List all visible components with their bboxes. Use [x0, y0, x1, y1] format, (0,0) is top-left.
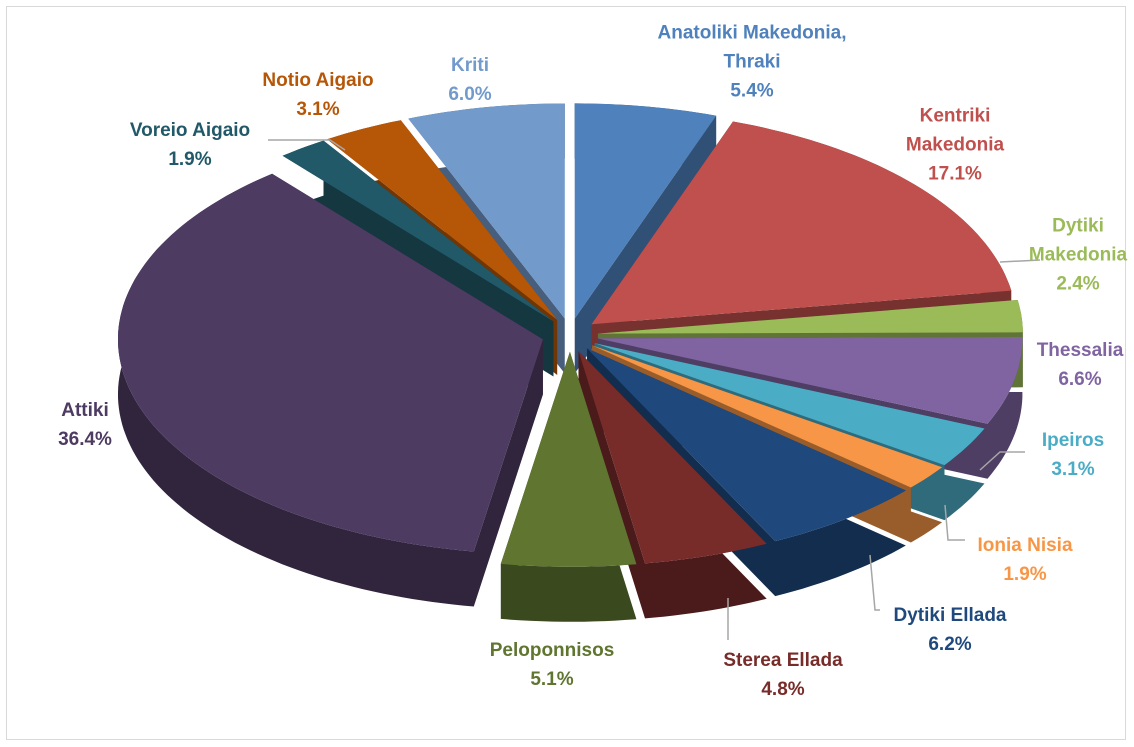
slice [578, 351, 767, 564]
category-name: Ionia Nisia [977, 535, 1073, 556]
category-name: Sterea Ellada [723, 650, 843, 671]
data-label: Kentriki Makedonia 17.1% [885, 102, 1025, 189]
data-label: Voreio Aigaio 1.9% [130, 116, 250, 174]
category-name: Kentriki Makedonia [905, 105, 1005, 156]
data-label: Sterea Ellada 4.8% [723, 646, 842, 704]
chart-frame [6, 6, 1126, 740]
slice [597, 300, 1023, 334]
value-label: 36.4% [58, 429, 112, 450]
category-name: Attiki [61, 400, 109, 421]
value-label: 1.9% [168, 149, 212, 170]
slice [408, 103, 565, 319]
data-label: Ipeiros 3.1% [1042, 426, 1104, 484]
category-name: Ipeiros [1041, 430, 1105, 451]
value-label: 5.1% [530, 669, 574, 690]
slice [500, 351, 637, 567]
data-label: Thessalia 6.6% [1037, 336, 1124, 394]
slice [574, 103, 717, 319]
category-name: Anatoliki Makedonia, Thraki [657, 22, 847, 73]
category-name: Voreio Aigaio [129, 120, 251, 141]
value-label: 3.1% [296, 99, 340, 120]
slice [587, 348, 906, 542]
data-label: Attiki 36.4% [58, 396, 112, 454]
category-name: Peloponnisos [489, 640, 615, 661]
value-label: 6.2% [928, 634, 972, 655]
value-label: 5.4% [730, 80, 774, 102]
category-name: Dytiki Ellada [893, 605, 1007, 626]
value-label: 2.4% [1056, 273, 1100, 295]
slice [591, 121, 1012, 325]
category-name: Thessalia [1036, 340, 1124, 361]
value-label: 3.1% [1051, 459, 1095, 480]
slice [594, 343, 985, 466]
slice [327, 120, 558, 321]
slice [118, 173, 543, 552]
slice [592, 345, 943, 488]
category-name: Dytiki Makedonia [1028, 215, 1128, 266]
value-label: 6.0% [448, 84, 492, 105]
data-label: Ionia Nisia 1.9% [977, 531, 1072, 589]
data-label: Dytiki Ellada 6.2% [894, 601, 1007, 659]
data-label: Dytiki Makedonia 2.4% [1013, 212, 1134, 299]
slice [597, 337, 1023, 424]
data-label: Kriti 6.0% [448, 51, 491, 109]
data-label: Anatoliki Makedonia, Thraki 5.4% [647, 19, 857, 106]
value-label: 6.6% [1058, 369, 1102, 390]
slice [282, 140, 554, 322]
data-label: Notio Aigaio 3.1% [262, 66, 373, 124]
leader-lines [268, 139, 1041, 640]
category-name: Kriti [451, 55, 489, 76]
value-label: 17.1% [928, 163, 982, 185]
data-label: Peloponnisos 5.1% [490, 636, 615, 694]
category-name: Notio Aigaio [262, 70, 374, 91]
value-label: 1.9% [1003, 564, 1047, 585]
value-label: 4.8% [761, 679, 805, 700]
